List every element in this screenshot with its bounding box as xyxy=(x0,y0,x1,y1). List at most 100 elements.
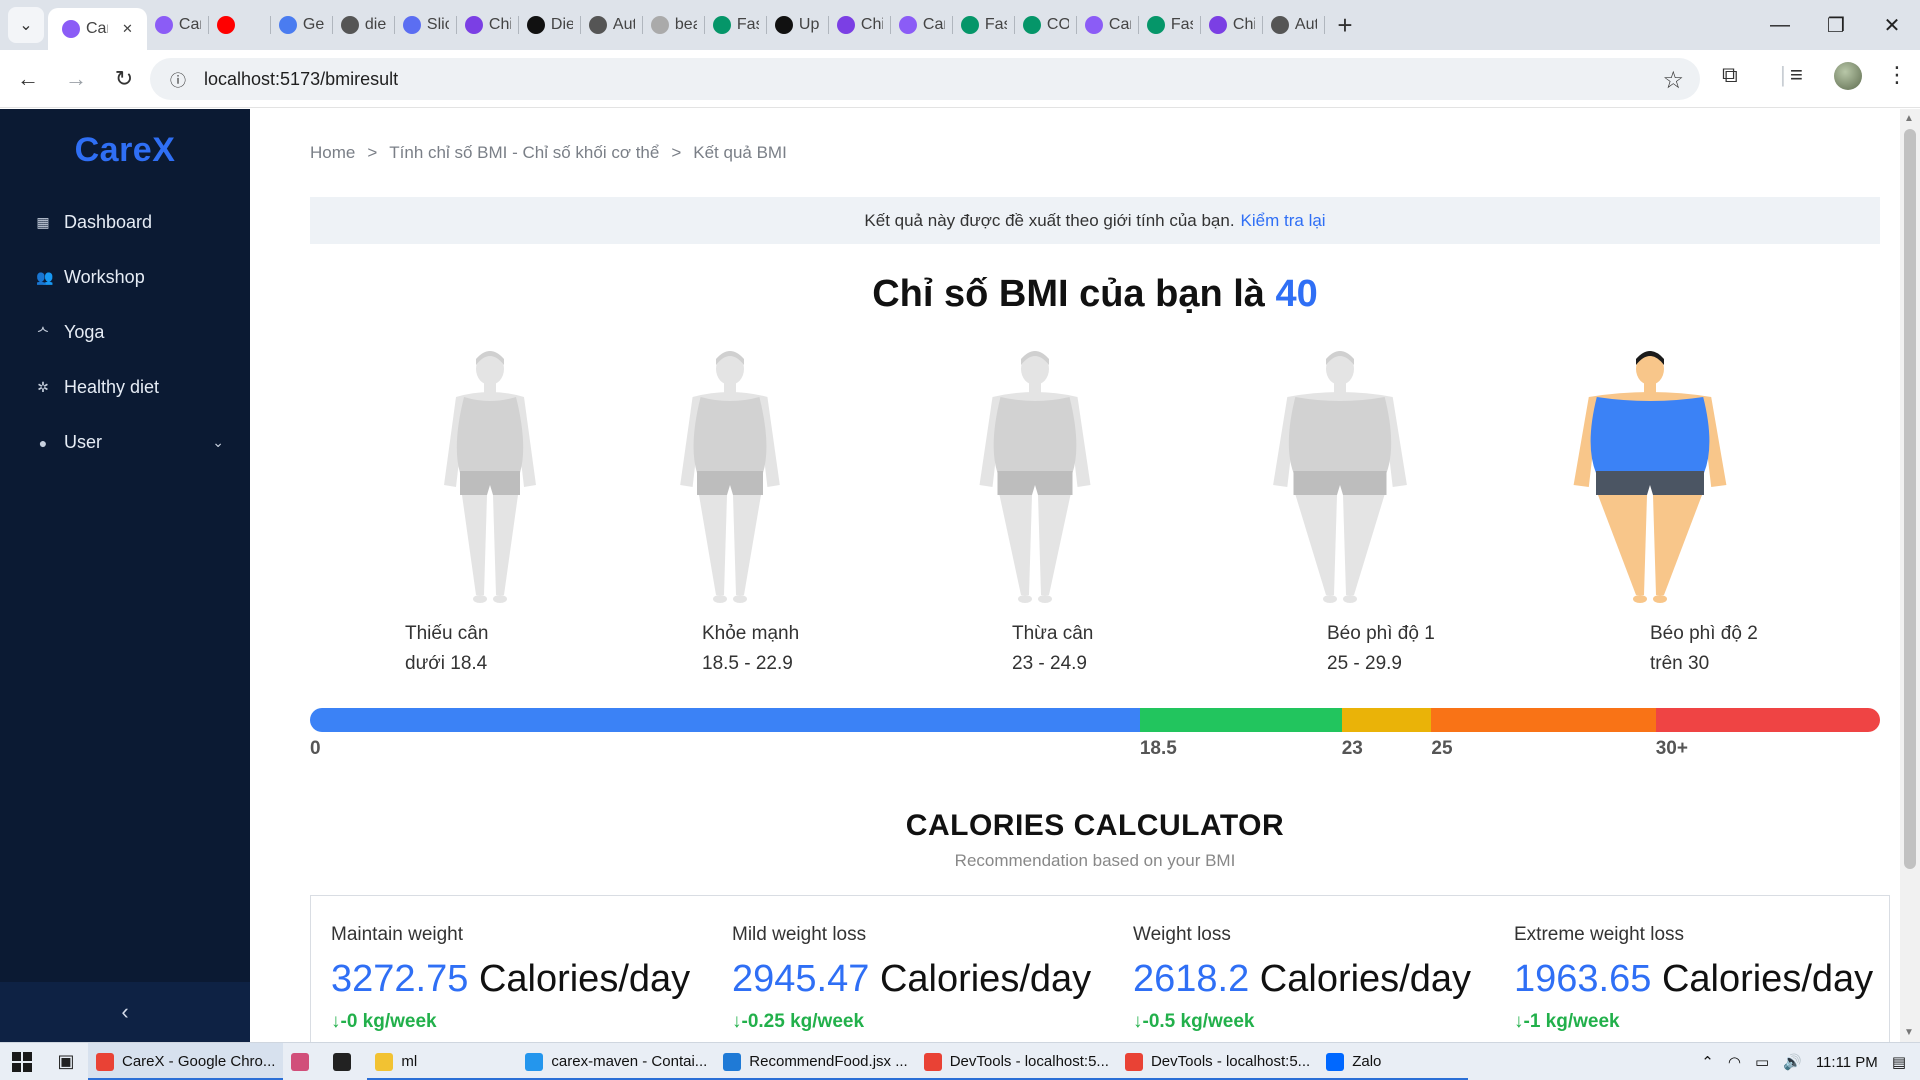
browser-tab[interactable]: CO xyxy=(1015,0,1077,50)
browser-tab[interactable]: Aut xyxy=(581,0,643,50)
sidebar-item-user[interactable]: ● User ⌄ xyxy=(0,415,250,470)
bookmark-star-icon[interactable]: ☆ xyxy=(1662,67,1684,94)
tab-title: bea xyxy=(674,16,697,33)
weight-change-rate: ↓-0.25 kg/week xyxy=(732,1011,1091,1033)
browser-tab[interactable]: Ge xyxy=(271,0,333,50)
body-type-figures: Thiếu cân dưới 18.4 Khỏe mạnh 18.5 - 22.9 xyxy=(310,345,1880,674)
browser-tab[interactable]: Chi xyxy=(457,0,519,50)
taskbar-app[interactable]: CareX - Google Chro... xyxy=(88,1042,284,1080)
new-tab-button[interactable]: + xyxy=(1325,0,1365,50)
browser-tab[interactable]: Up xyxy=(767,0,829,50)
brand-logo[interactable]: CareX xyxy=(74,131,176,169)
chevron-down-icon[interactable]: ⌄ xyxy=(212,434,224,450)
copilot-icon xyxy=(1208,16,1227,34)
snip-icon xyxy=(291,1052,310,1071)
taskbar-app[interactable]: ml xyxy=(367,1043,518,1080)
volume-icon[interactable]: 🔊 xyxy=(1783,1054,1802,1071)
toolbar-divider: | xyxy=(1780,62,1786,87)
taskbar-app[interactable]: RecommendFood.jsx ... xyxy=(715,1043,916,1080)
sidebar-item-yoga[interactable]: ᄉ Yoga xyxy=(0,305,250,360)
page-scrollbar[interactable]: ▲ ▼ xyxy=(1900,109,1920,1042)
profile-avatar[interactable] xyxy=(1834,62,1862,90)
calorie-unit: Calories/day xyxy=(1661,958,1874,1000)
browser-tab[interactable]: Car xyxy=(1077,0,1139,50)
category-label: Khỏe mạnh 18.5 - 22.9 xyxy=(702,619,799,679)
close-window-button[interactable]: ✕ xyxy=(1883,14,1901,37)
taskbar-app[interactable]: DevTools - localhost:5... xyxy=(915,1043,1117,1080)
calorie-number: 3272.75 xyxy=(331,958,469,1000)
back-button[interactable]: ← xyxy=(8,59,48,99)
calorie-option: Mild weight loss 2945.47 Calories/day ↓-… xyxy=(732,924,1091,1033)
site-info-icon[interactable]: ⓘ xyxy=(169,73,186,90)
calories-title: CALORIES CALCULATOR xyxy=(905,809,1285,842)
recheck-link[interactable]: Kiểm tra lại xyxy=(1240,210,1326,230)
breadcrumb-separator: > xyxy=(367,143,378,162)
sidebar: CareX ▦ Dashboard 👥 Workshop ᄉ Yoga ✲ He… xyxy=(0,109,250,1042)
category-label: Thiếu cân dưới 18.4 xyxy=(405,619,488,679)
body-figure-icon xyxy=(680,351,780,603)
breadcrumb-bmi-calculator[interactable]: Tính chỉ số BMI - Chỉ số khối cơ thể xyxy=(389,143,660,162)
breadcrumb-home[interactable]: Home xyxy=(310,143,356,162)
sidebar-item-healthy-diet[interactable]: ✲ Healthy diet xyxy=(0,360,250,415)
browser-tab[interactable]: Fas xyxy=(953,0,1015,50)
minimize-button[interactable]: — xyxy=(1770,13,1790,36)
taskbar-app[interactable] xyxy=(283,1043,325,1080)
chrome-menu-icon[interactable]: ⋮ xyxy=(1886,62,1908,87)
vite-icon xyxy=(62,20,80,38)
taskbar-app[interactable] xyxy=(325,1043,367,1080)
browser-tab[interactable]: Fas xyxy=(1139,0,1201,50)
browser-tab[interactable]: Chi xyxy=(1201,0,1263,50)
battery-icon[interactable]: ▭ xyxy=(1754,1054,1770,1071)
globe-icon xyxy=(588,16,607,34)
weight-change-rate: ↓-1 kg/week xyxy=(1514,1011,1873,1033)
browser-tab[interactable]: Aut xyxy=(1263,0,1325,50)
sidebar-item-dashboard[interactable]: ▦ Dashboard xyxy=(0,195,250,250)
browser-tab[interactable]: Fas xyxy=(705,0,767,50)
browser-tab[interactable]: Chi xyxy=(829,0,891,50)
browser-tab[interactable]: Slic xyxy=(395,0,457,50)
weight-change-text: -1 kg/week xyxy=(1523,1011,1620,1032)
calorie-option: Weight loss 2618.2 Calories/day ↓-0.5 kg… xyxy=(1133,924,1471,1033)
sidebar-collapse-button[interactable]: ‹ xyxy=(0,982,250,1042)
clock-time[interactable]: 11:11 PM xyxy=(1815,1053,1878,1071)
scale-segment xyxy=(310,708,1140,732)
browser-tab[interactable]: Car xyxy=(891,0,953,50)
calorie-value: 2945.47 Calories/day xyxy=(732,958,1091,1001)
scroll-down-arrow-icon[interactable]: ▼ xyxy=(1904,1027,1914,1038)
sidebar-item-label: User xyxy=(64,432,103,452)
breadcrumb-current: Kết quả BMI xyxy=(693,143,787,162)
browser-tab[interactable]: Die xyxy=(519,0,581,50)
forward-button[interactable]: → xyxy=(56,59,96,99)
bmi-value: 40 xyxy=(1275,273,1318,315)
browser-tab[interactable]: bea xyxy=(643,0,705,50)
browser-tab[interactable]: Car ✕ xyxy=(48,8,147,50)
url-bar[interactable]: ⓘ localhost:5173/bmiresult ☆ xyxy=(150,58,1700,100)
url-text[interactable]: localhost:5173/bmiresult xyxy=(204,68,399,89)
wifi-icon[interactable]: ◠ xyxy=(1727,1054,1741,1071)
scroll-up-arrow-icon[interactable]: ▲ xyxy=(1904,113,1914,124)
close-tab-icon[interactable]: ✕ xyxy=(122,21,133,36)
browser-tab[interactable]: die xyxy=(333,0,395,50)
chevron-up-icon[interactable]: ⌃ xyxy=(1701,1054,1714,1071)
restore-button[interactable]: ❐ xyxy=(1827,14,1845,37)
browser-tab[interactable]: Car xyxy=(147,0,209,50)
start-button[interactable] xyxy=(0,1043,44,1080)
page-icon xyxy=(650,16,669,34)
task-view-button[interactable]: ▣ xyxy=(44,1043,88,1080)
tab-search-button[interactable]: ⌄ xyxy=(8,7,44,43)
taskbar-app[interactable]: carex-maven - Contai... xyxy=(517,1043,716,1080)
user-icon: ● xyxy=(38,434,48,451)
media-controls-icon[interactable]: ≡ xyxy=(1790,62,1803,87)
scrollbar-thumb[interactable] xyxy=(1904,129,1916,869)
sidebar-item-label: Dashboard xyxy=(64,212,153,232)
notifications-icon[interactable]: ▤ xyxy=(1891,1054,1906,1071)
calorie-value: 3272.75 Calories/day xyxy=(331,958,690,1001)
extensions-icon[interactable]: ⧉ xyxy=(1722,62,1738,87)
sidebar-item-workshop[interactable]: 👥 Workshop xyxy=(0,250,250,305)
taskbar-app[interactable]: DevTools - localhost:5... xyxy=(1116,1043,1319,1080)
window-controls: — ❐ ✕ xyxy=(1752,0,1920,50)
taskbar-app[interactable]: Zalo xyxy=(1318,1043,1469,1080)
browser-tab[interactable] xyxy=(209,0,271,50)
weight-change-rate: ↓-0 kg/week xyxy=(331,1011,690,1033)
reload-button[interactable]: ↻ xyxy=(104,59,144,99)
